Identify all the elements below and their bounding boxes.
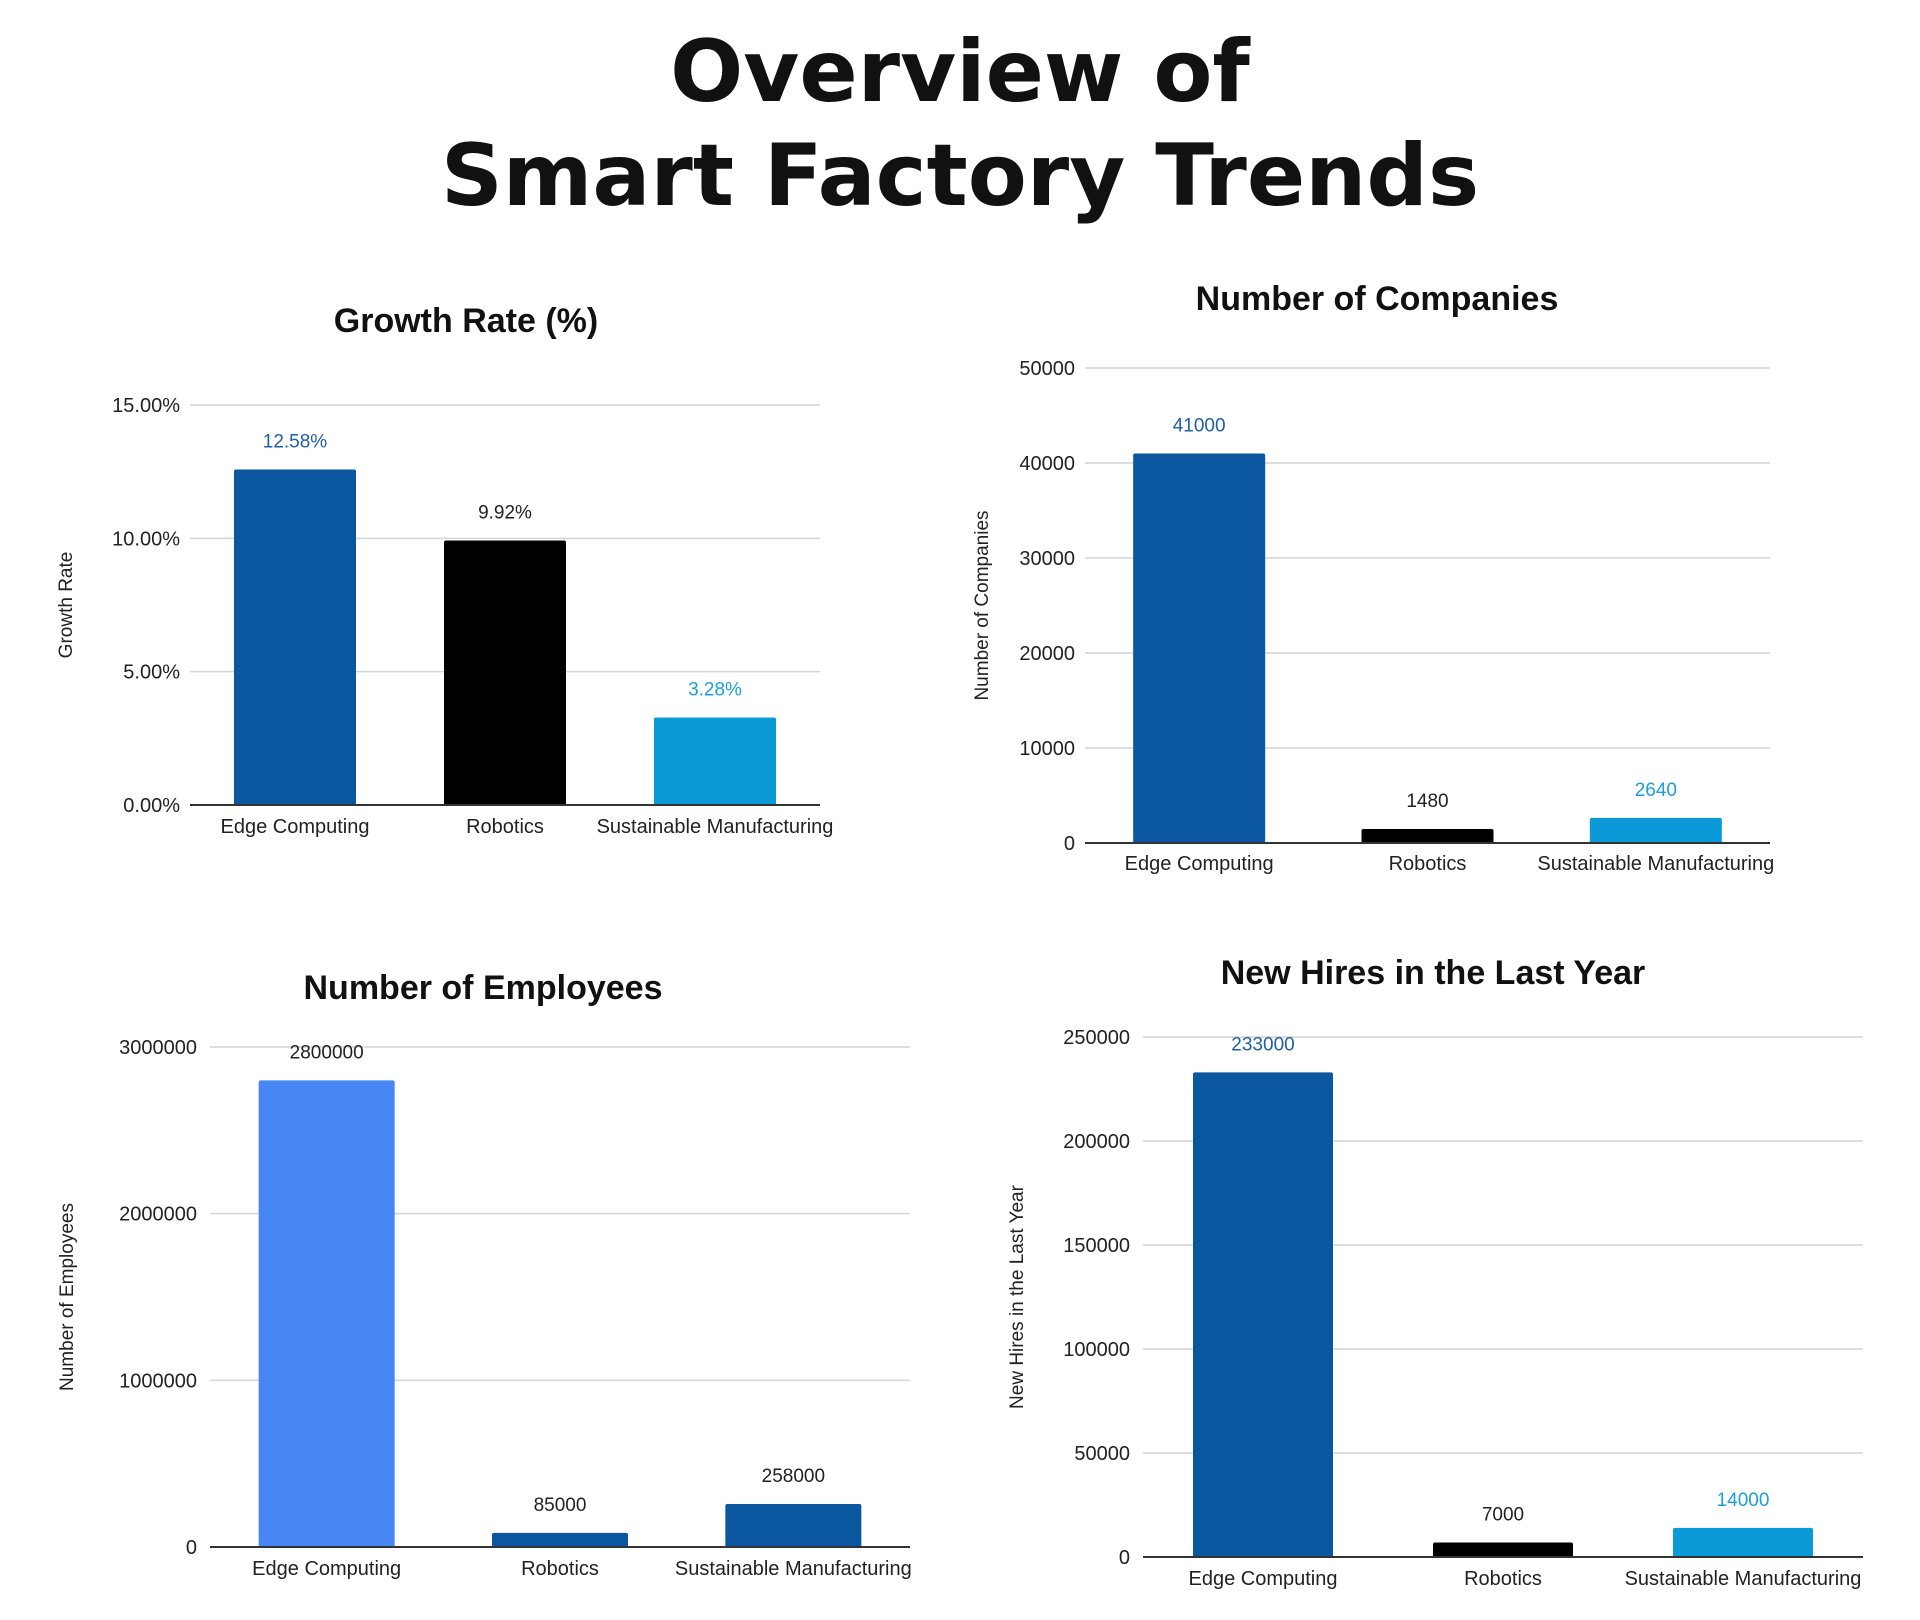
bar-edge-computing (1193, 1072, 1333, 1557)
x-category-label: Sustainable Manufacturing (1625, 1568, 1862, 1590)
bar-sustainable-manufacturing (725, 1504, 862, 1547)
data-label-robotics: 85000 (534, 1495, 587, 1516)
chart-title: New Hires in the Last Year (1221, 954, 1646, 992)
y-tick-label: 5.00% (123, 662, 180, 684)
x-category-label: Edge Computing (1189, 1568, 1338, 1590)
x-category-label: Sustainable Manufacturing (1537, 853, 1774, 875)
x-category-label: Edge Computing (221, 816, 370, 838)
bar-robotics (444, 540, 566, 805)
chart-title: Number of Companies (1196, 280, 1559, 318)
x-category-label: Robotics (521, 1558, 599, 1580)
bar-robotics (492, 1532, 628, 1547)
growth-rate-chart: Growth Rate (%) Growth Rate 0.00% 5.00% 10.0… (56, 302, 834, 838)
y-tick-label: 20000 (1019, 643, 1075, 665)
y-tick-label: 0.00% (123, 795, 180, 817)
y-tick-label: 15.00% (112, 395, 180, 417)
data-label-sustainable-manufacturing: 14000 (1717, 1490, 1770, 1511)
y-axis-label: Number of Employees (57, 1203, 78, 1391)
data-label-edge-computing: 41000 (1173, 416, 1226, 437)
x-category-label: Sustainable Manufacturing (675, 1558, 912, 1580)
x-category-label: Robotics (1389, 853, 1467, 875)
bar-sustainable-manufacturing (654, 717, 776, 805)
y-tick-label: 10.00% (112, 528, 180, 550)
data-label-edge-computing: 2800000 (290, 1042, 364, 1063)
y-axis-label: Growth Rate (56, 552, 77, 659)
data-label-robotics: 9.92% (478, 502, 532, 523)
number-of-employees-chart: Number of Employees Number of Employees 0 1… (57, 969, 912, 1580)
y-tick-label: 10000 (1019, 738, 1075, 760)
y-tick-label: 1000000 (119, 1370, 197, 1392)
y-tick-label: 0 (1064, 833, 1075, 855)
number-of-companies-chart: Number of Companies Number of Companies 0 1… (972, 280, 1774, 875)
y-tick-label: 100000 (1063, 1339, 1130, 1361)
y-tick-label: 0 (1119, 1547, 1130, 1569)
bar-robotics (1361, 828, 1494, 843)
bar-sustainable-manufacturing (1673, 1527, 1813, 1557)
data-label-sustainable-manufacturing: 2640 (1635, 780, 1677, 801)
y-tick-label: 3000000 (119, 1037, 197, 1059)
y-tick-label: 2000000 (119, 1204, 197, 1226)
data-label-edge-computing: 233000 (1231, 1034, 1294, 1055)
y-tick-label: 30000 (1019, 548, 1075, 570)
bar-edge-computing (258, 1080, 395, 1547)
page-title-line2: Smart Factory Trends (440, 126, 1480, 226)
bar-sustainable-manufacturing (1589, 817, 1722, 843)
bar-robotics (1433, 1542, 1573, 1557)
y-tick-label: 50000 (1074, 1443, 1130, 1465)
y-tick-label: 250000 (1063, 1027, 1130, 1049)
x-category-label: Sustainable Manufacturing (597, 816, 834, 838)
bar-edge-computing (234, 469, 356, 805)
y-tick-label: 0 (186, 1537, 197, 1559)
y-axis-label: Number of Companies (972, 510, 993, 700)
data-label-sustainable-manufacturing: 258000 (762, 1466, 825, 1487)
data-label-robotics: 1480 (1406, 791, 1448, 812)
x-category-label: Edge Computing (252, 1558, 401, 1580)
page-title: Overview of Smart Factory Trends (0, 20, 1920, 228)
x-category-label: Edge Computing (1125, 853, 1274, 875)
y-tick-label: 200000 (1063, 1131, 1130, 1153)
chart-title: Number of Employees (304, 969, 663, 1007)
bar-edge-computing (1133, 453, 1266, 843)
y-tick-label: 40000 (1019, 453, 1075, 475)
data-label-robotics: 7000 (1482, 1504, 1524, 1525)
y-axis-label: New Hires in the Last Year (1007, 1184, 1028, 1409)
x-category-label: Robotics (466, 816, 544, 838)
y-tick-label: 150000 (1063, 1235, 1130, 1257)
x-category-label: Robotics (1464, 1568, 1542, 1590)
y-tick-label: 50000 (1019, 358, 1075, 380)
data-label-sustainable-manufacturing: 3.28% (688, 680, 742, 701)
chart-title: Growth Rate (%) (334, 302, 598, 340)
data-label-edge-computing: 12.58% (263, 432, 328, 453)
new-hires-chart: New Hires in the Last Year New Hires in t… (1007, 954, 1863, 1590)
page-title-line1: Overview of (670, 22, 1250, 122)
